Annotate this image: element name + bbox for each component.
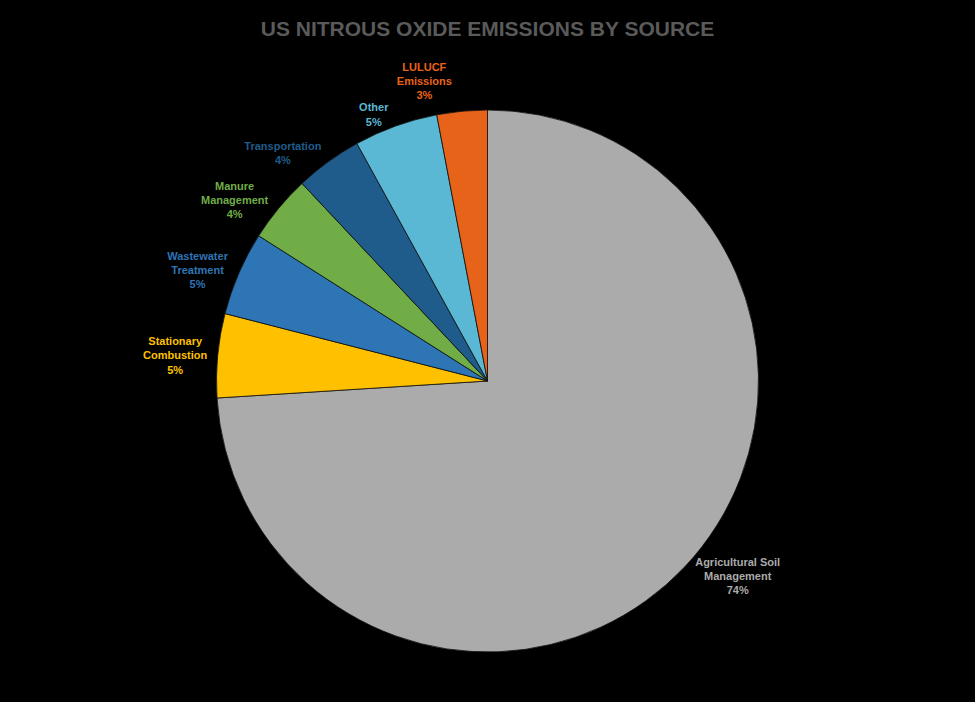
svg-text:ManureManagement4%: ManureManagement4% [201, 180, 269, 221]
svg-text:Agricultural SoilManagement74%: Agricultural SoilManagement74% [695, 556, 780, 597]
svg-text:LULUCFEmissions3%: LULUCFEmissions3% [397, 61, 452, 102]
svg-text:Transportation4%: Transportation4% [244, 140, 321, 166]
svg-text:WastewaterTreatment5%: WastewaterTreatment5% [167, 250, 228, 291]
svg-text:US NITROUS OXIDE EMISSIONS BY: US NITROUS OXIDE EMISSIONS BY SOURCE [261, 17, 715, 40]
svg-text:StationaryCombustion5%: StationaryCombustion5% [143, 335, 207, 376]
svg-text:Other5%: Other5% [359, 101, 389, 127]
